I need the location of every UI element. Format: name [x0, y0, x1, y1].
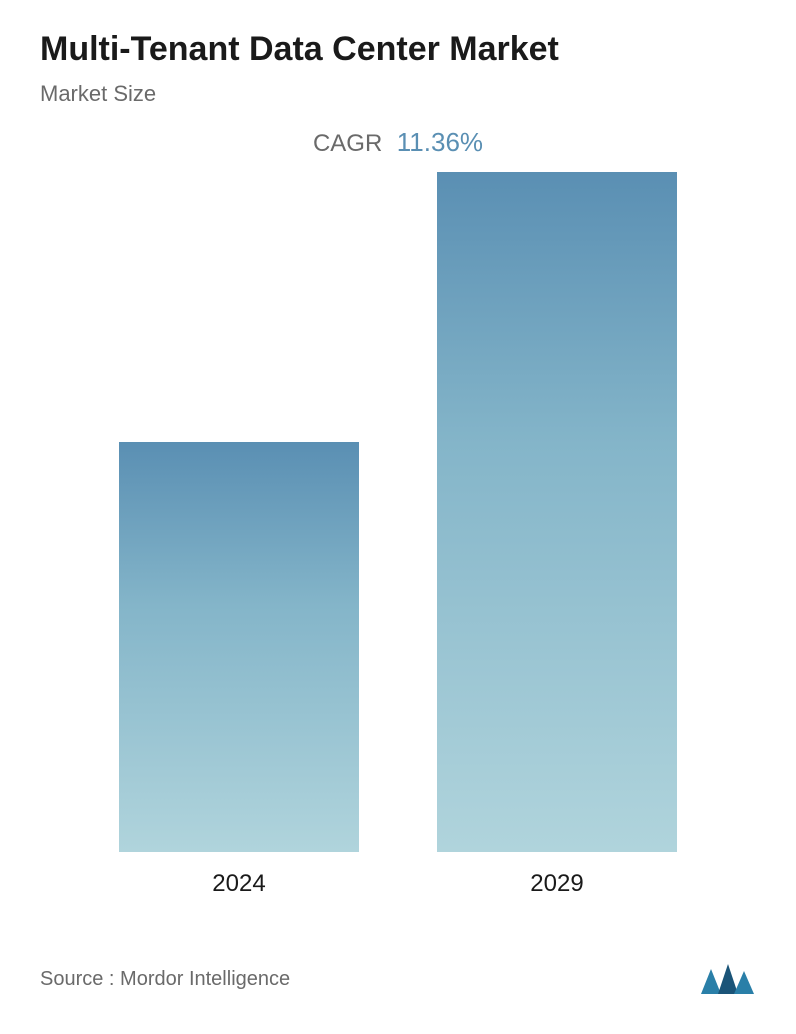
bar-2024 — [119, 442, 359, 852]
cagr-container: CAGR 11.36% — [40, 127, 756, 158]
chart-subtitle: Market Size — [40, 81, 756, 107]
bar-chart: 2024 2029 — [40, 198, 756, 898]
bar-label-2024: 2024 — [212, 870, 265, 898]
logo-svg — [696, 959, 756, 999]
logo-shape-2 — [718, 964, 738, 994]
logo-shape-1 — [701, 969, 721, 994]
mordor-logo-icon — [696, 959, 756, 999]
bar-container-2024: 2024 — [109, 442, 369, 898]
source-attribution: Source : Mordor Intelligence — [40, 968, 290, 991]
bar-label-2029: 2029 — [530, 870, 583, 898]
logo-shape-3 — [734, 971, 754, 994]
cagr-value: 11.36% — [397, 127, 483, 158]
footer: Source : Mordor Intelligence — [40, 959, 756, 999]
cagr-label: CAGR — [313, 130, 382, 158]
chart-title: Multi-Tenant Data Center Market — [40, 30, 756, 69]
bar-container-2029: 2029 — [427, 172, 687, 898]
bar-2029 — [437, 172, 677, 852]
